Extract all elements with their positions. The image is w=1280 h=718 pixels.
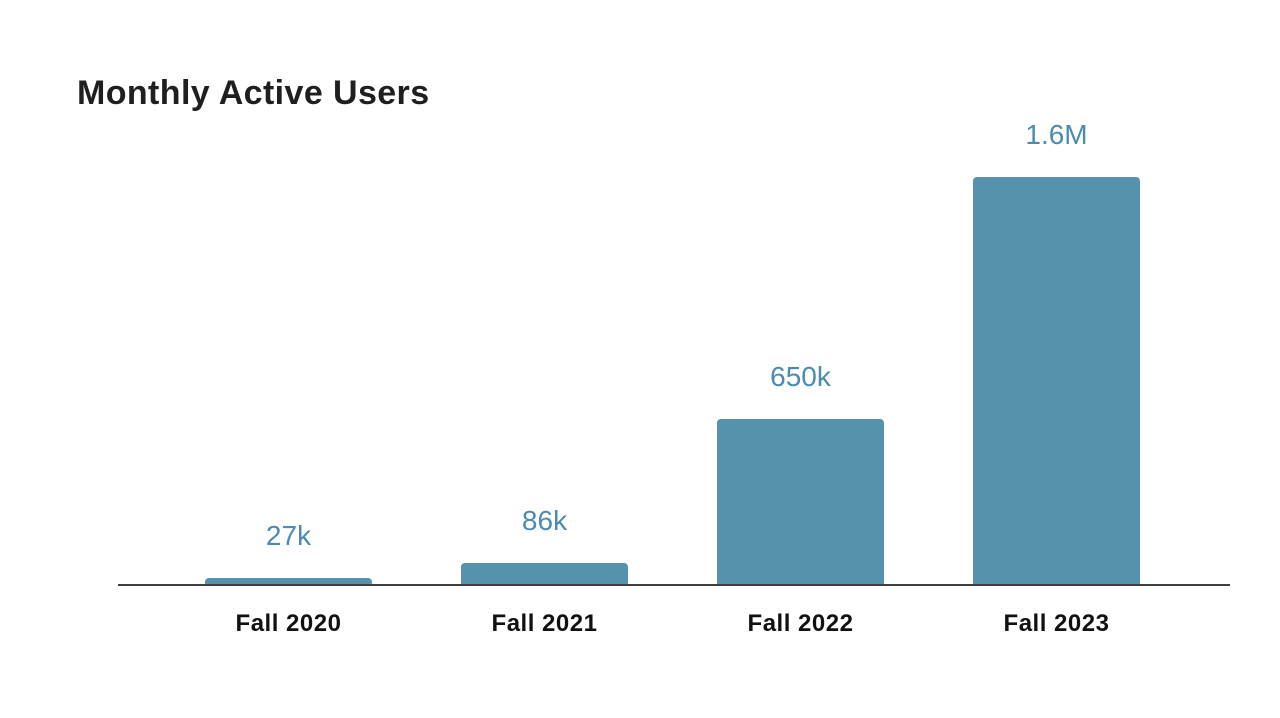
bar-column: 650k [717,360,884,585]
x-axis-line [118,584,1230,586]
chart-title: Monthly Active Users [77,74,430,112]
bar [205,578,372,585]
bar-column: 1.6M [973,118,1140,585]
bar-column: 27k [205,519,372,585]
category-label: Fall 2020 [235,610,342,637]
bar-value-label: 1.6M [1025,119,1088,150]
bar-value-label: 86k [521,505,568,536]
bar-value-label: 27k [265,520,312,551]
category-label: Fall 2022 [747,610,854,637]
bar [973,177,1140,585]
bar [461,563,628,585]
x-axis-labels: Fall 2020 Fall 2021 Fall 2022 Fall 2023 [205,610,1140,638]
bar-column: 86k [461,504,628,585]
bar-chart-plot-area: 27k 86k 650k 1.6M [205,118,1140,585]
category-label: Fall 2021 [491,610,598,637]
bar [717,419,884,585]
bar-value-label: 650k [770,361,831,392]
category-label: Fall 2023 [1003,610,1110,637]
